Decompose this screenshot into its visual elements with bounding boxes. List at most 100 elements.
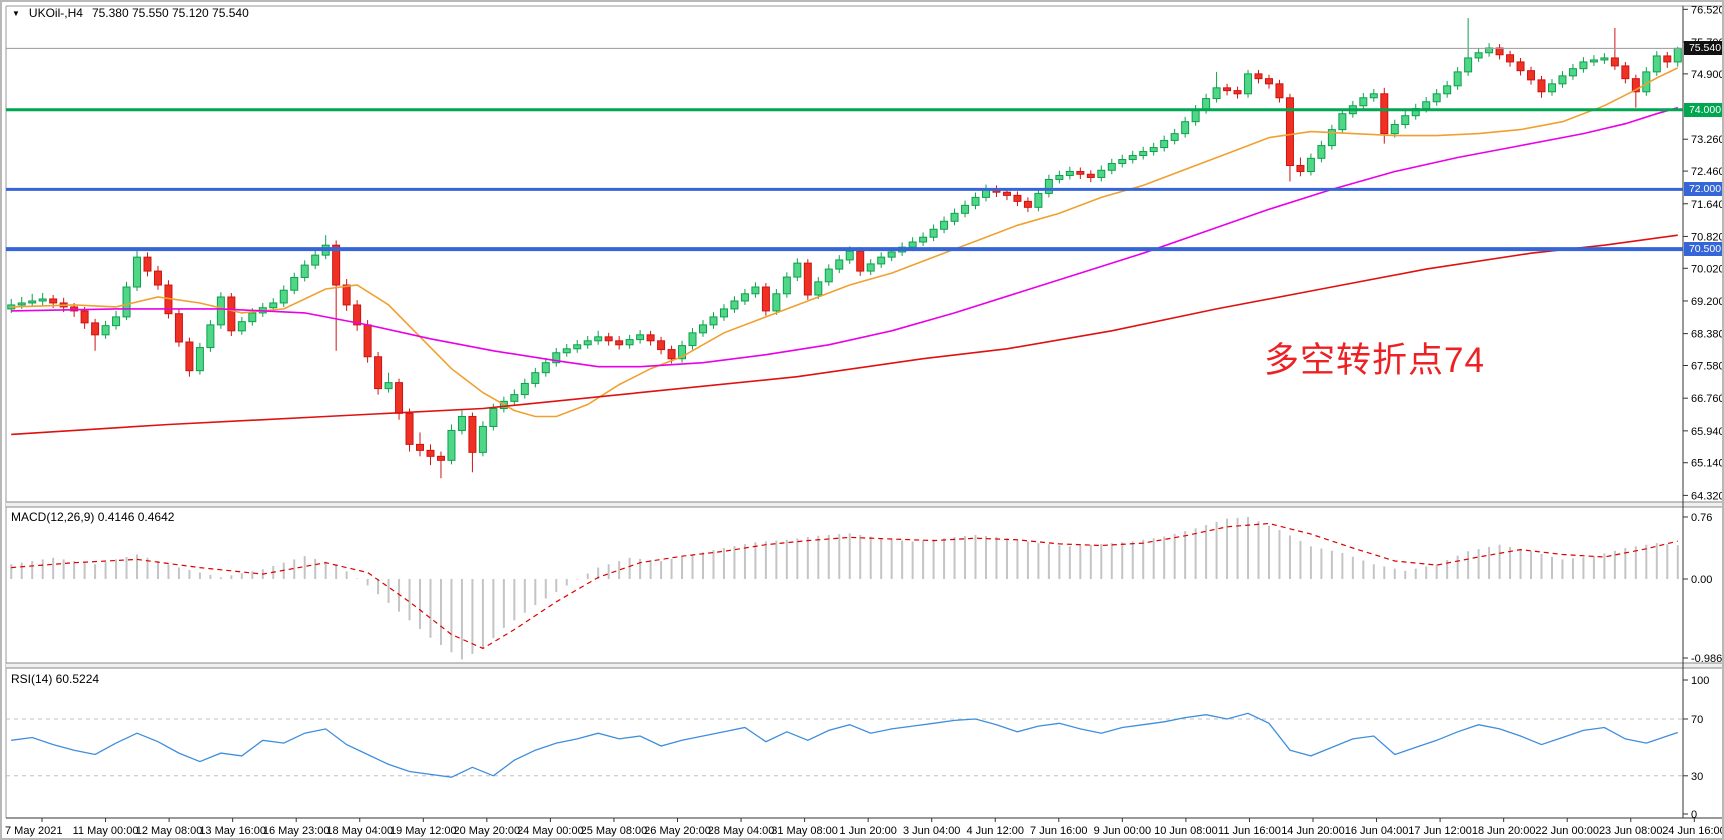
time-axis-label: 19 May 12:00 (390, 825, 457, 837)
price-tick-label: 76.520 (1691, 4, 1724, 16)
time-axis-label: 11 May 00:00 (73, 825, 139, 837)
price-axis: 76.52075.70074.90073.26072.46071.64070.8… (1683, 4, 1724, 821)
candle-up (457, 416, 466, 431)
candle-down (1233, 90, 1242, 95)
candle-up (311, 254, 320, 266)
candle-up (929, 228, 938, 238)
candle-up (520, 382, 529, 396)
candle-up (510, 394, 519, 402)
candle-up (1065, 170, 1074, 176)
candle-down (353, 304, 362, 326)
candle-down (803, 262, 812, 296)
candle-up (1306, 157, 1315, 172)
candle-down (426, 449, 435, 457)
price-tick-label: 72.460 (1691, 166, 1724, 178)
candle-up (1558, 75, 1567, 85)
time-axis-label: 28 May 04:00 (708, 825, 775, 837)
candle-up (961, 204, 970, 214)
candle-up (1579, 61, 1588, 70)
candle-up (1128, 155, 1137, 161)
candle-down (1023, 200, 1032, 208)
candle-up (478, 425, 487, 453)
candle-up (1202, 98, 1211, 111)
candle-up (1422, 101, 1431, 110)
candle-up (793, 262, 802, 278)
price-tick-label: 68.380 (1691, 329, 1724, 341)
candle-down (1631, 78, 1640, 93)
slow-ma-line (11, 234, 1678, 436)
level-74-tag[interactable]: 74.000 (1684, 103, 1722, 117)
candle-up (1443, 85, 1452, 95)
candle-down (80, 310, 89, 324)
candle-down (153, 270, 162, 286)
candle-down (1380, 93, 1389, 135)
macd-tick-label: -0.9862 (1691, 653, 1724, 665)
price-tick-label: 67.580 (1691, 361, 1724, 373)
time-axis-label: 7 Jun 16:00 (1030, 825, 1088, 837)
price-tick-label: 65.140 (1691, 458, 1724, 470)
candle-up (1652, 55, 1661, 73)
candle-up (38, 298, 47, 302)
time-axis-label: 18 Jun 20:00 (1472, 825, 1536, 837)
candle-up (1034, 192, 1043, 208)
time-axis-label: 13 May 16:00 (199, 825, 266, 837)
candle-up (625, 339, 634, 346)
candle-up (1474, 52, 1483, 59)
rsi-indicator-label: RSI(14) 60.5224 (11, 672, 100, 686)
price-tick-label: 73.260 (1691, 134, 1724, 146)
candle-up (279, 289, 288, 304)
price-tick-label: 70.820 (1691, 231, 1724, 243)
candle-up (730, 300, 739, 310)
macd-tick-label: 0.76 (1691, 512, 1712, 524)
level-70.5-tag[interactable]: 70.500 (1684, 242, 1722, 256)
candle-down (1264, 78, 1273, 85)
time-axis-label: 25 May 08:00 (581, 825, 648, 837)
candle-up (740, 293, 749, 302)
time-axis-label: 16 May 23:00 (263, 825, 330, 837)
candle-down (856, 250, 865, 272)
candle-up (573, 344, 582, 350)
candle-down (342, 284, 351, 306)
candle-up (814, 281, 823, 296)
candle-up (237, 321, 246, 332)
price-tick-label: 66.760 (1691, 393, 1724, 405)
price-tick-label: 74.900 (1691, 69, 1724, 81)
candle-up (1107, 163, 1116, 171)
candle-up (28, 300, 37, 304)
level-72-tag[interactable]: 72.000 (1684, 182, 1722, 196)
candle-down (174, 313, 183, 343)
time-axis-label: 17 Jun 12:00 (1408, 825, 1472, 837)
candle-up (751, 286, 760, 295)
candle-down (615, 340, 624, 346)
candle-up (688, 332, 697, 347)
horizontal-levels[interactable] (6, 47, 1683, 252)
candle-up (1359, 97, 1368, 107)
candle-up (1338, 113, 1347, 131)
candle-down (374, 356, 383, 390)
candle-down (1254, 73, 1263, 80)
candle-down (1506, 54, 1515, 63)
rsi-tick-label: 30 (1691, 771, 1703, 783)
time-axis-label: 11 Jun 16:00 (1218, 825, 1281, 837)
price-tick-label: 71.640 (1691, 199, 1724, 211)
symbol-dropdown-icon[interactable]: ▼ (12, 8, 20, 18)
rsi-tick-label: 100 (1691, 675, 1709, 687)
candle-down (1013, 194, 1022, 202)
candle-up (1139, 151, 1148, 157)
candle-down (416, 443, 425, 451)
candlesticks[interactable] (7, 18, 1682, 479)
time-axis-label: 31 May 08:00 (771, 825, 838, 837)
candle-down (761, 286, 770, 312)
candle-up (699, 324, 708, 334)
candle-up (1432, 93, 1441, 103)
candle-down (49, 298, 58, 304)
time-axis-label: 1 Jun 20:00 (839, 825, 897, 837)
candle-up (1181, 121, 1190, 135)
time-axis-label: 9 Jun 00:00 (1094, 825, 1152, 837)
candle-up (248, 312, 257, 323)
candle-down (646, 334, 655, 342)
candle-up (216, 296, 225, 326)
candle-up (552, 352, 561, 364)
